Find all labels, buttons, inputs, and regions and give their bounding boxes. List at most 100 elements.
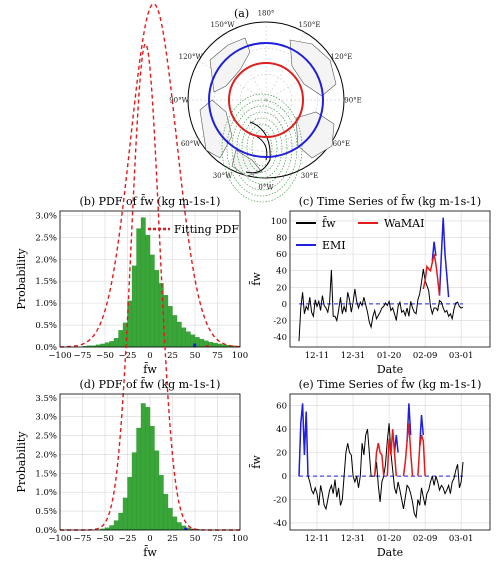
histogram-bar (131, 265, 137, 348)
longitude-label: 120°E (330, 53, 352, 61)
longitude-label: 60°E (333, 140, 351, 148)
chart-title: (e) Time Series of f̄w (kg m-1s-1) (299, 378, 482, 391)
histogram-bar (109, 525, 115, 531)
histogram-bar (208, 342, 214, 348)
y-axis-label: Probability (15, 248, 28, 310)
wamai-series-segment (422, 253, 441, 296)
x-tick-label: 0 (147, 534, 152, 544)
y-tick-label: 40 (276, 425, 287, 435)
y-tick-label: 1.5% (35, 277, 57, 287)
graticule-circle (214, 48, 318, 152)
x-tick-label: 01-20 (377, 351, 402, 361)
x-tick-label: 12-11 (305, 351, 330, 361)
x-tick-label: 01-20 (377, 534, 402, 544)
histogram-bar (118, 512, 124, 531)
x-tick-label: 75 (212, 534, 223, 544)
histogram-bar (136, 228, 142, 348)
histogram-bar (167, 306, 173, 348)
emi-series-segment (393, 434, 399, 453)
y-tick-label: -40 (273, 519, 287, 529)
histogram-bar (172, 516, 178, 531)
y-tick-label: -40 (273, 333, 287, 343)
longitude-label: 120°W (179, 53, 204, 61)
wamai-series-segment (373, 443, 385, 477)
histogram-bar (212, 342, 218, 348)
emi-series-segment (298, 403, 309, 477)
x-axis-label: Date (377, 546, 403, 559)
histogram-bar (172, 315, 178, 348)
histogram-bar (127, 476, 133, 531)
chart-title: (d) PDF of f̄w (kg m-1s-1) (80, 378, 221, 391)
y-tick-label: 2.5% (35, 233, 57, 243)
longitude-label: 30°E (301, 172, 319, 180)
axes-frame (289, 393, 491, 531)
emi-series-segment (438, 217, 450, 298)
tail-bar (193, 343, 197, 347)
histogram-bar (100, 343, 106, 348)
y-tick-label: 1.5% (35, 469, 57, 479)
land-mass (231, 149, 263, 177)
histogram-bar (158, 475, 164, 531)
y-axis-label: f̄w (250, 272, 263, 286)
axes-frame (59, 393, 241, 531)
x-tick-label: 75 (212, 351, 223, 361)
fitting-pdf-curve (60, 3, 240, 348)
x-tick-label: 100 (232, 351, 248, 361)
y-tick-label: 2.0% (35, 255, 57, 265)
x-tick-label: −100 (48, 534, 71, 544)
histogram-bar (199, 338, 205, 348)
y-tick-label: -20 (273, 496, 287, 506)
chart-title: (c) Time Series of f̄w (kg m-1s-1) (299, 195, 481, 208)
tail-bar (184, 527, 188, 530)
wamai-series-segment (417, 434, 426, 477)
land-mass (295, 111, 335, 159)
panel-a-label: (a) (234, 7, 249, 20)
contour-line (231, 105, 293, 191)
y-tick-label: 0.0% (35, 526, 57, 536)
y-tick-label: 2.0% (35, 450, 57, 460)
x-tick-label: 03-01 (449, 534, 474, 544)
x-tick-label: −50 (96, 534, 114, 544)
land-mass (209, 37, 251, 93)
histogram-bar (149, 425, 155, 531)
histogram-bar (113, 520, 119, 531)
inner-region-circle (228, 62, 304, 138)
polar-map-panel: (a) 180° 150°E 120°E 90°E 60°E 30°E 0°W 30°W 60°… (169, 7, 362, 203)
histogram-bar (176, 321, 182, 348)
x-axis-label: f̄w (143, 546, 157, 559)
contour-line (236, 111, 288, 185)
y-tick-label: 60 (276, 402, 287, 412)
histogram-bar (154, 450, 160, 531)
y-tick-label: 3.5% (35, 394, 57, 404)
longitude-label: 180° (258, 10, 275, 18)
y-tick-label: 80 (276, 234, 287, 244)
contour-line (241, 117, 283, 179)
chart-panel-c: -40 -20 0 20 40 60 80 100 12-11 12-31 01-20 02-09 03… (250, 195, 491, 376)
y-axis-label: Probability (15, 431, 28, 493)
contour-line (221, 93, 303, 203)
longitude-label: 30°W (213, 172, 233, 180)
histogram-bar (163, 493, 169, 531)
y-tick-label: 3.0% (35, 211, 57, 221)
chart-panel-d: 0.0%0.5%1.0%1.5%2.0%2.5%3.0%3.5%−100 −75−… (15, 42, 248, 559)
polar-stereographic-map-icon: 180° 150°E 120°E 90°E 60°E 30°E 0°W 30°W 60°W 90°… (169, 10, 362, 203)
longitude-label: 0°W (258, 184, 274, 192)
emi-series-segment (431, 241, 437, 261)
legend-entry: EMI (322, 239, 346, 252)
y-tick-label: 20 (276, 283, 287, 293)
x-tick-label: 100 (232, 534, 248, 544)
fw-series-line (298, 405, 464, 519)
histogram-bar (118, 330, 124, 348)
longitude-label: 60°W (181, 140, 201, 148)
histogram-bar (140, 403, 146, 531)
x-tick-label: 50 (190, 534, 201, 544)
histogram-bar (122, 497, 128, 531)
y-tick-label: 0.5% (35, 507, 57, 517)
contour-line (246, 123, 278, 173)
histogram-bar (131, 452, 137, 531)
y-axis-label: f̄w (250, 455, 263, 469)
x-tick-label: 12-31 (341, 534, 366, 544)
x-tick-label: 25 (167, 534, 178, 544)
chart-panel-e: -40 -20 0 20 40 60 12-11 12-31 01-20 02-09 03-01 (e… (250, 378, 491, 559)
